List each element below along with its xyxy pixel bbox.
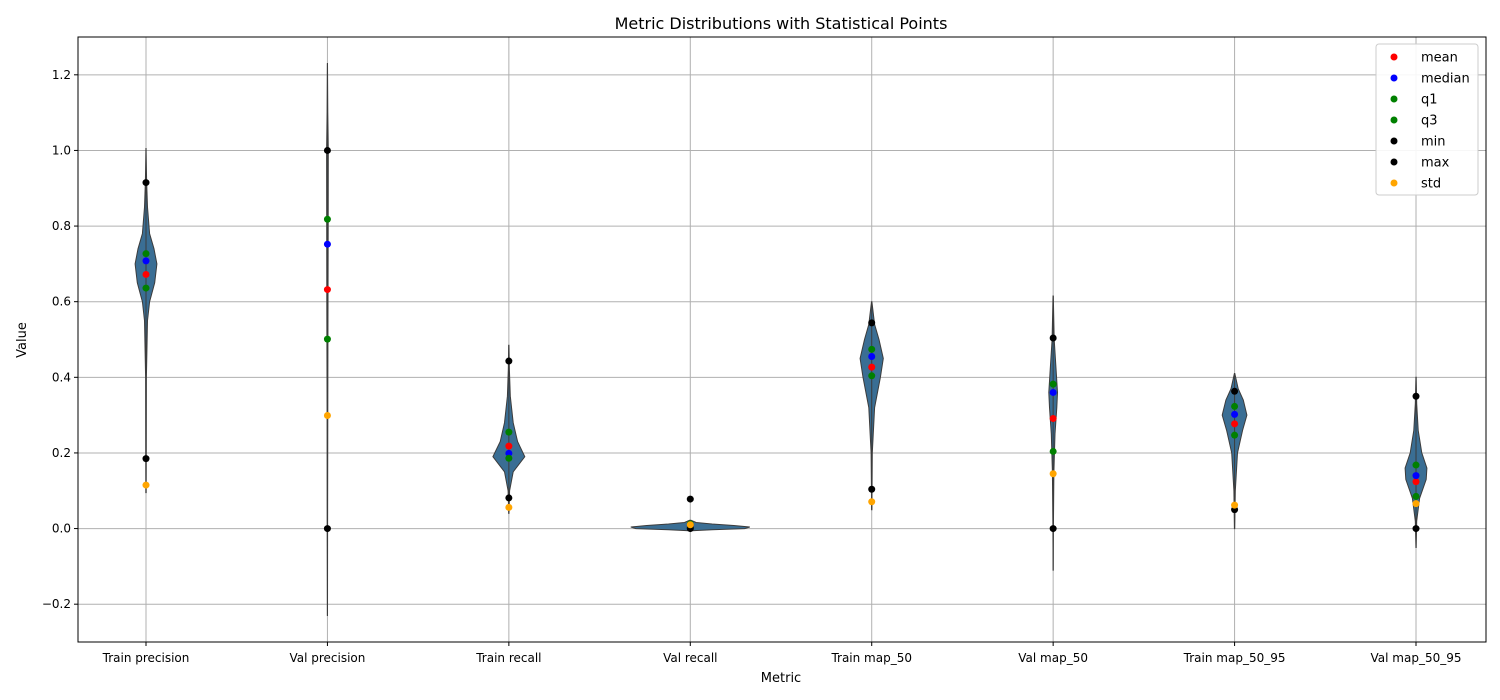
stat-point-q1 <box>868 372 876 380</box>
x-tick-label: Train precision <box>102 651 190 665</box>
stat-point-median <box>1231 410 1239 418</box>
stat-point-std <box>1231 501 1239 509</box>
legend-box <box>1375 43 1479 196</box>
stat-point-q1 <box>1412 492 1420 500</box>
chart-title: Metric Distributions with Statistical Po… <box>615 14 948 33</box>
plot-frame <box>77 36 1487 643</box>
legend-label: q1 <box>1421 93 1438 108</box>
stat-point-min <box>1049 525 1057 533</box>
stat-point-std <box>686 521 694 529</box>
stat-point-mean <box>1412 478 1420 486</box>
stat-point-min <box>142 455 150 463</box>
x-tick-label: Val precision <box>289 651 365 665</box>
stat-point-mean <box>323 286 331 294</box>
x-tick-label: Train map_50 <box>830 651 912 665</box>
stat-point-q1 <box>1231 431 1239 439</box>
stat-points <box>142 146 1420 533</box>
stat-point-std <box>323 412 331 420</box>
stat-point-q1 <box>323 335 331 343</box>
y-tick-label: 1.0 <box>52 143 71 157</box>
stat-point-min <box>1412 525 1420 533</box>
legend-label: min <box>1421 135 1446 150</box>
stat-point-mean <box>1049 415 1057 423</box>
stat-point-q1 <box>142 284 150 292</box>
stat-point-max <box>1231 387 1239 395</box>
stat-point-min <box>868 485 876 493</box>
y-tick-label: −0.2 <box>42 597 71 611</box>
legend-marker <box>1390 137 1398 145</box>
stat-point-median <box>323 240 331 248</box>
stat-point-q3 <box>1412 461 1420 469</box>
y-axis: −0.2 0.0 0.2 0.4 0.6 0.8 1.0 1.2 <box>42 68 78 611</box>
stat-point-q3 <box>1231 402 1239 410</box>
legend-label: max <box>1421 156 1450 171</box>
stat-point-min <box>323 525 331 533</box>
stat-point-q3 <box>1049 380 1057 388</box>
grid-lines <box>78 37 1486 642</box>
stat-point-max <box>142 179 150 187</box>
x-axis-label: Metric <box>761 671 801 686</box>
y-tick-label: 0.8 <box>52 219 71 233</box>
y-tick-label: 0.2 <box>52 446 71 460</box>
stat-point-max <box>323 146 331 154</box>
x-tick-label: Train map_50_95 <box>1183 651 1286 665</box>
stat-point-q1 <box>505 454 513 462</box>
stat-point-mean <box>142 270 150 278</box>
stat-point-std <box>505 503 513 511</box>
legend-label: q3 <box>1421 114 1438 129</box>
stat-point-std <box>1049 470 1057 478</box>
stat-point-q3 <box>868 345 876 353</box>
y-tick-label: 0.4 <box>52 370 71 384</box>
legend-marker <box>1390 179 1398 187</box>
stat-point-q3 <box>142 250 150 258</box>
legend-marker <box>1390 116 1398 124</box>
stat-point-median <box>1049 388 1057 396</box>
legend-marker <box>1390 158 1398 166</box>
stat-point-mean <box>1231 420 1239 428</box>
y-tick-label: 0.6 <box>52 295 71 309</box>
stat-point-median <box>505 449 513 457</box>
y-axis-label: Value <box>15 322 30 358</box>
stat-point-q3 <box>505 428 513 436</box>
x-axis: Train precision Val precision Train recall… <box>102 642 1462 665</box>
stat-point-std <box>1412 500 1420 508</box>
x-tick-label: Val recall <box>663 651 717 665</box>
x-tick-label: Val map_50 <box>1018 651 1088 665</box>
legend-marker <box>1390 95 1398 103</box>
stat-point-max <box>868 319 876 327</box>
stat-point-mean <box>505 442 513 450</box>
legend-label: median <box>1421 72 1470 87</box>
x-tick-label: Val map_50_95 <box>1371 651 1462 665</box>
legend-label: std <box>1421 177 1441 192</box>
stat-point-q1 <box>1049 447 1057 455</box>
stat-point-max <box>1412 392 1420 400</box>
x-tick-label: Train recall <box>475 651 541 665</box>
stat-point-max <box>505 357 513 365</box>
legend: mean median q1 q3 min max std <box>1375 43 1479 196</box>
legend-marker <box>1390 53 1398 61</box>
y-tick-label: 0.0 <box>52 522 71 536</box>
stat-point-mean <box>868 363 876 371</box>
stat-point-q3 <box>323 215 331 223</box>
stat-point-median <box>142 257 150 265</box>
stat-point-min <box>505 494 513 502</box>
stat-point-max <box>686 495 694 503</box>
legend-marker <box>1390 74 1398 82</box>
stat-point-median <box>868 353 876 361</box>
stat-point-std <box>142 481 150 489</box>
y-tick-label: 1.2 <box>52 68 71 82</box>
legend-label: mean <box>1421 51 1458 66</box>
stat-point-max <box>1049 334 1057 342</box>
stat-point-median <box>1412 472 1420 480</box>
stat-point-std <box>868 498 876 506</box>
